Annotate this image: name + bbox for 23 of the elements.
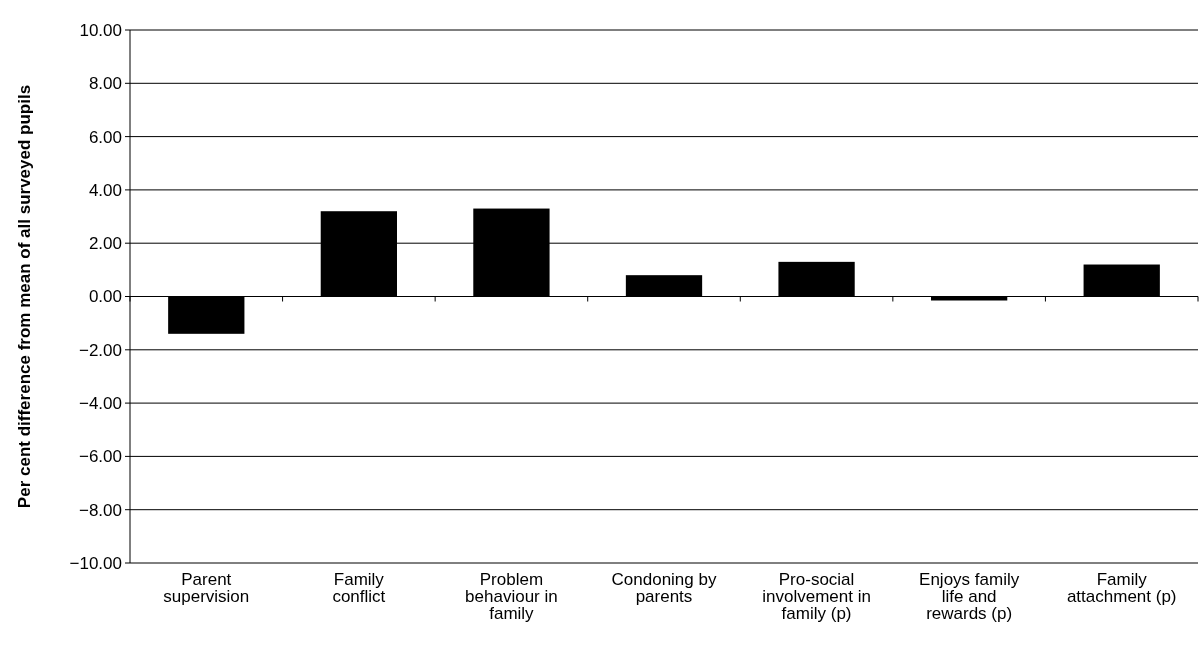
y-tick-label: 2.00 [88, 234, 122, 254]
x-tick-label: Family attachment (p) [1066, 570, 1177, 606]
y-axis-title: Per cent difference from mean of all surveyed pupils [15, 84, 34, 509]
x-tick-label: Family conflict [332, 570, 386, 606]
x-tick-label: Enjoys family life and rewards (p) [919, 570, 1020, 623]
y-tick-label: 4.00 [88, 180, 122, 200]
y-tick-label: −4.00 [78, 394, 122, 414]
bar [625, 275, 703, 297]
bar [168, 296, 245, 334]
x-tick-label: Pro-social involvement in family (p) [762, 570, 871, 623]
y-tick-label: 6.00 [88, 127, 122, 147]
x-tick-label: Parent supervision [163, 570, 250, 606]
y-tick-label: −2.00 [78, 340, 122, 360]
y-tick-label: −6.00 [78, 447, 122, 467]
y-tick-label: 10.00 [79, 20, 122, 40]
bar [778, 261, 855, 297]
bar [1083, 264, 1160, 297]
y-tick-label: −8.00 [78, 500, 122, 520]
y-tick-label: 8.00 [88, 74, 122, 94]
y-tick-label: 0.00 [88, 287, 122, 307]
y-tick-label: −10.00 [69, 553, 122, 573]
x-tick-label: Problem behaviour in family [465, 570, 558, 623]
x-tick-label: Condoning by parents [611, 570, 717, 606]
